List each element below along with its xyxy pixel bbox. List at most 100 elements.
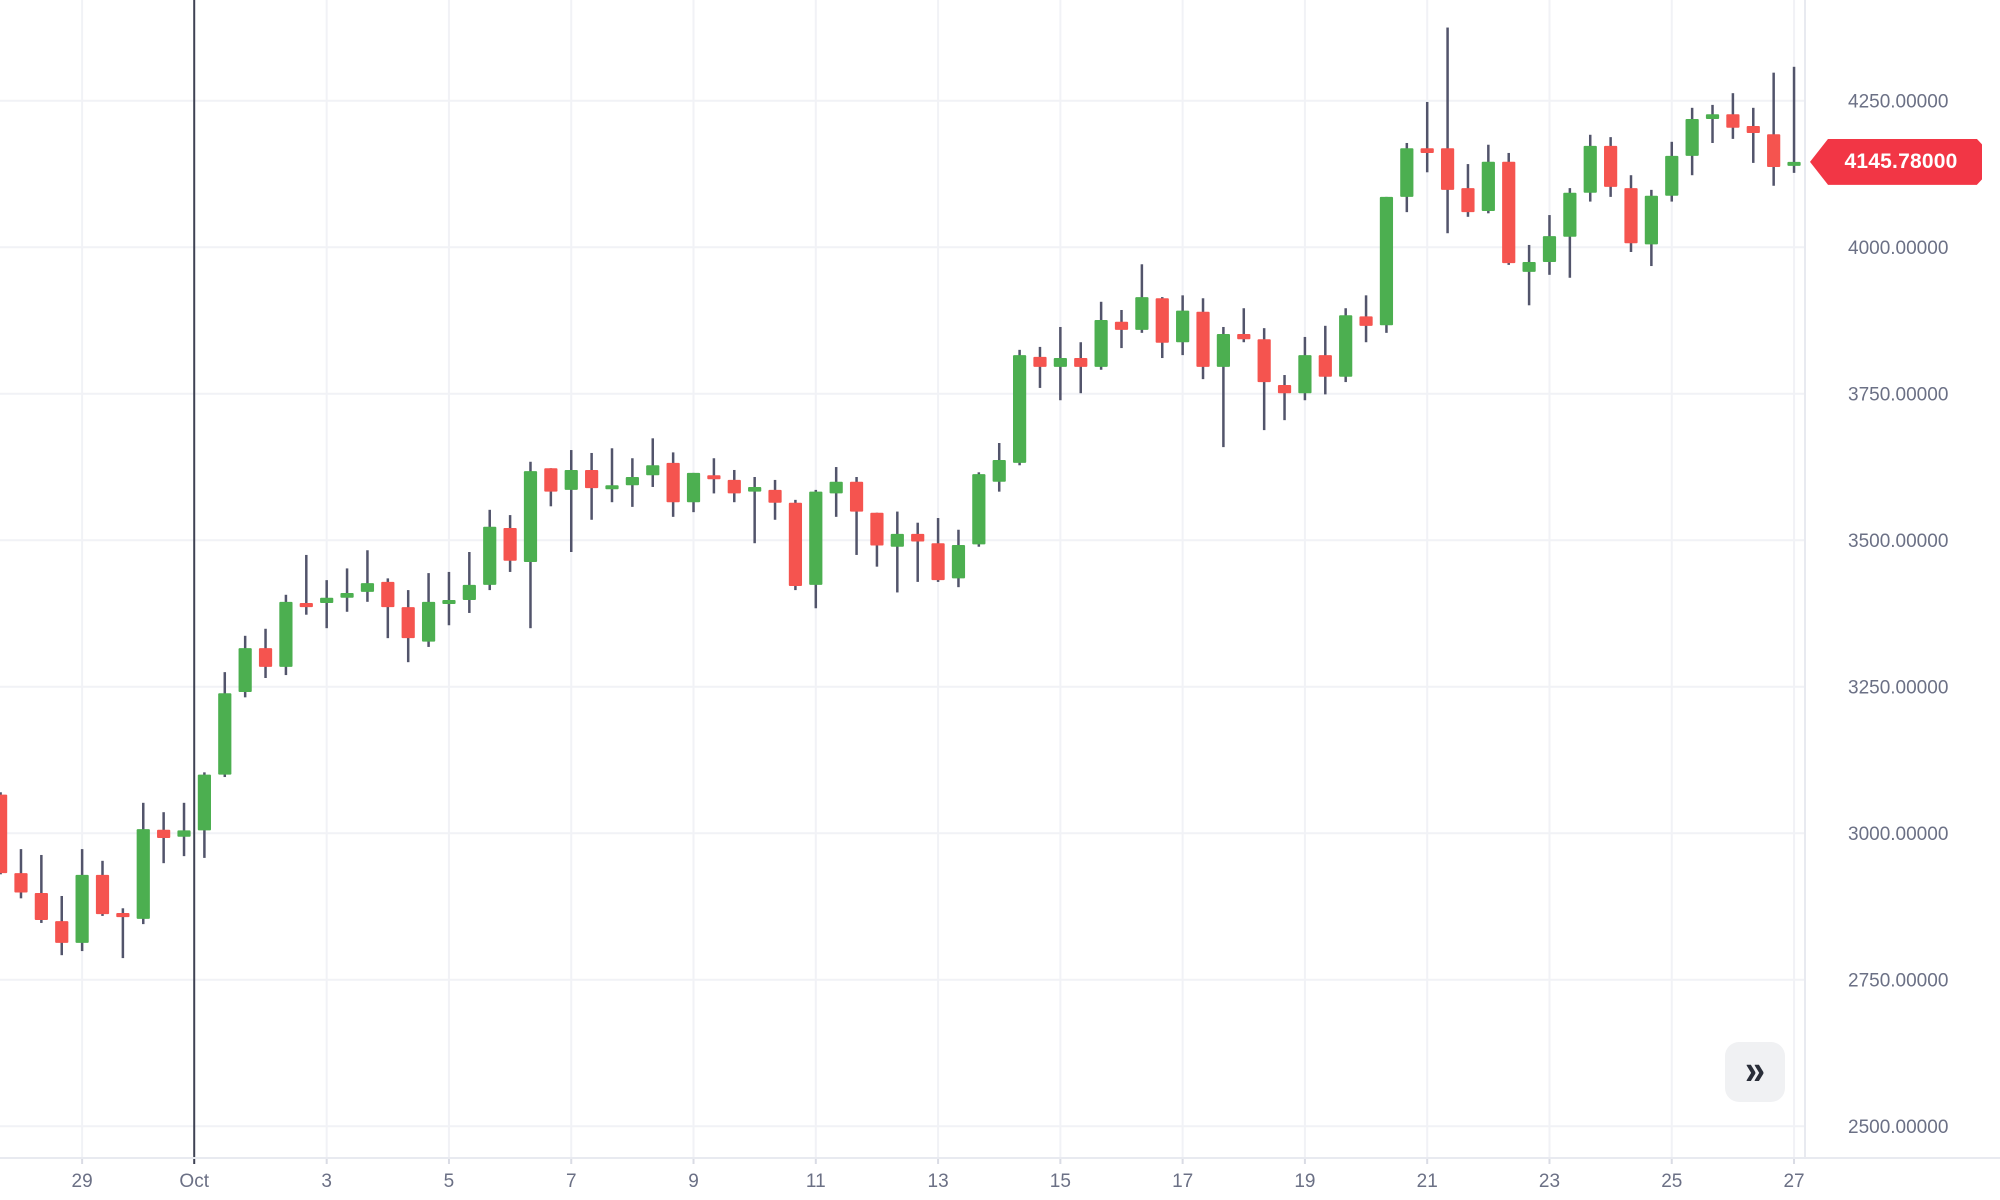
candle[interactable] (442, 571, 456, 626)
candle[interactable] (1542, 215, 1557, 275)
candle[interactable] (1481, 144, 1495, 214)
candle[interactable] (1767, 72, 1781, 186)
candle[interactable] (381, 578, 395, 639)
candle[interactable] (992, 443, 1006, 492)
candle[interactable] (1114, 309, 1129, 349)
candle[interactable] (136, 802, 150, 925)
candle[interactable] (1583, 134, 1597, 202)
candle[interactable] (360, 550, 375, 602)
candle[interactable] (503, 515, 517, 572)
candle[interactable] (1013, 349, 1027, 466)
candle-body-down (258, 648, 273, 667)
candle[interactable] (564, 450, 578, 553)
candle[interactable] (1155, 297, 1169, 359)
candle[interactable] (1665, 141, 1679, 202)
candle[interactable] (1522, 244, 1536, 306)
candle[interactable] (238, 635, 252, 698)
candle[interactable] (788, 499, 803, 591)
candle[interactable] (75, 849, 89, 952)
candle[interactable] (258, 628, 273, 678)
candle-body-up (1298, 355, 1312, 394)
candle[interactable] (1053, 326, 1067, 401)
candle[interactable] (1094, 301, 1108, 370)
candle[interactable] (421, 573, 436, 647)
candle[interactable] (401, 590, 415, 663)
candle[interactable] (1685, 107, 1699, 176)
candle[interactable] (157, 812, 171, 864)
candle[interactable] (1033, 346, 1047, 388)
candle[interactable] (299, 554, 313, 615)
candle[interactable] (462, 552, 476, 613)
candle[interactable] (951, 529, 966, 588)
scroll-to-latest-button[interactable]: » (1725, 1042, 1785, 1102)
candle[interactable] (666, 452, 680, 517)
candle[interactable] (625, 458, 639, 507)
candle[interactable] (55, 895, 69, 956)
candle[interactable] (829, 467, 843, 517)
time-axis-label: 25 (1661, 1171, 1682, 1192)
candle[interactable] (116, 908, 130, 959)
candle[interactable] (585, 452, 599, 520)
candle[interactable] (279, 594, 293, 676)
candle-body-down (1746, 125, 1760, 134)
candle[interactable] (768, 479, 782, 520)
candle[interactable] (1176, 295, 1190, 356)
candle[interactable] (1339, 308, 1353, 383)
candle[interactable] (1277, 375, 1292, 421)
candle[interactable] (544, 468, 558, 507)
candle[interactable] (34, 854, 48, 923)
candle[interactable] (748, 476, 762, 544)
candle[interactable] (1461, 164, 1475, 217)
candle[interactable] (870, 512, 884, 567)
candle[interactable] (177, 802, 191, 857)
candle[interactable] (605, 448, 619, 503)
candle[interactable] (1604, 137, 1618, 197)
candle[interactable] (1298, 336, 1312, 401)
candle[interactable] (849, 476, 864, 555)
candle[interactable] (1359, 295, 1373, 343)
candle[interactable] (1726, 93, 1740, 139)
candle[interactable] (972, 472, 986, 547)
candle[interactable] (911, 522, 925, 582)
candle[interactable] (1705, 104, 1720, 143)
candle[interactable] (1440, 27, 1455, 234)
candle[interactable] (218, 672, 232, 778)
candle[interactable] (1379, 196, 1394, 333)
candle[interactable] (1787, 66, 1801, 173)
candle[interactable] (523, 461, 538, 629)
candle[interactable] (1237, 308, 1251, 343)
candle[interactable] (707, 458, 721, 494)
last-price-label: 4145.78000 (1844, 149, 1958, 173)
candle[interactable] (1257, 328, 1271, 431)
candle[interactable] (890, 511, 904, 593)
candle[interactable] (0, 792, 8, 875)
candle[interactable] (686, 472, 701, 513)
candle[interactable] (1563, 188, 1577, 278)
candle[interactable] (1746, 107, 1760, 163)
candle-body-up (1400, 148, 1414, 197)
candle[interactable] (1135, 264, 1149, 333)
candle[interactable] (1216, 326, 1230, 448)
candle[interactable] (95, 860, 110, 916)
candle[interactable] (1318, 325, 1332, 395)
candle[interactable] (931, 518, 945, 582)
candle-body-down (788, 502, 803, 586)
candle[interactable] (809, 489, 823, 609)
candle[interactable] (646, 438, 660, 487)
candle[interactable] (320, 580, 334, 629)
candle-body-down (1440, 148, 1455, 190)
candle-wick (1792, 66, 1796, 173)
candle[interactable] (1074, 342, 1088, 394)
candle[interactable] (340, 568, 354, 612)
candle[interactable] (1196, 298, 1210, 380)
candle[interactable] (1644, 189, 1658, 267)
candle[interactable] (1400, 142, 1414, 213)
candle[interactable] (14, 849, 28, 899)
candle[interactable] (1420, 101, 1434, 173)
candle[interactable] (483, 509, 497, 591)
candle[interactable] (1502, 152, 1516, 265)
candle[interactable] (727, 469, 741, 503)
candle[interactable] (1624, 175, 1638, 252)
candle[interactable] (197, 772, 211, 858)
